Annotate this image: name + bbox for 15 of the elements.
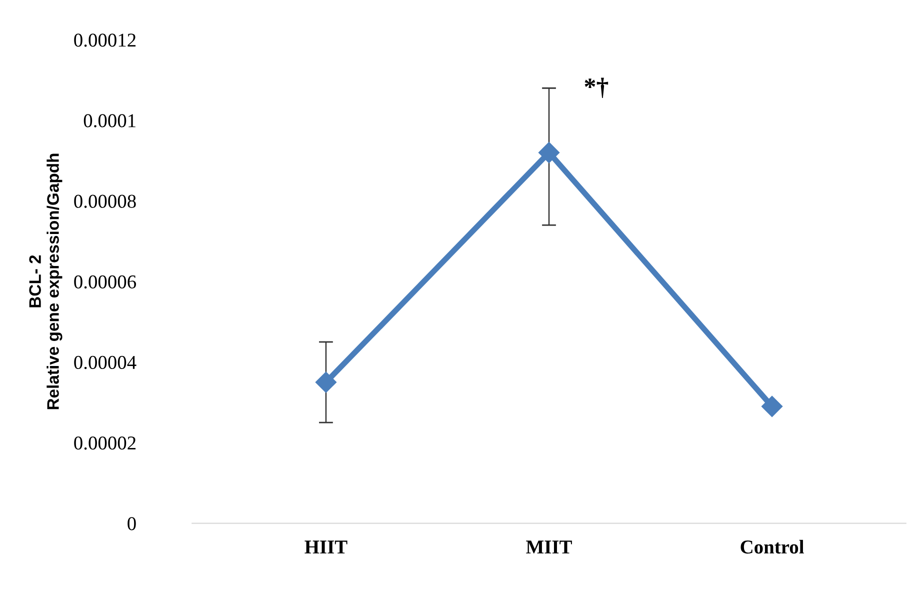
x-tick-label: MIIT <box>526 540 572 554</box>
y-tick-label: 0.00008 <box>74 194 136 208</box>
y-tick-label: 0.00002 <box>74 436 136 450</box>
point <box>315 372 336 393</box>
y-tick-label: 0.00012 <box>74 34 136 47</box>
x-tick-label: HIIT <box>304 540 348 554</box>
point <box>538 142 560 164</box>
y-tick-label: 0 <box>128 517 136 530</box>
point <box>762 396 783 417</box>
y-tick-label: 0.00006 <box>74 275 136 289</box>
x-tick-label: Control <box>740 540 804 554</box>
y-tick-label: 0.0001 <box>84 114 136 128</box>
annotation: *† <box>584 78 608 98</box>
y-axis-title: BCL- 2 Relative gene expression/Gapdh <box>29 154 62 410</box>
y-tick-label: 0.00004 <box>74 356 136 370</box>
